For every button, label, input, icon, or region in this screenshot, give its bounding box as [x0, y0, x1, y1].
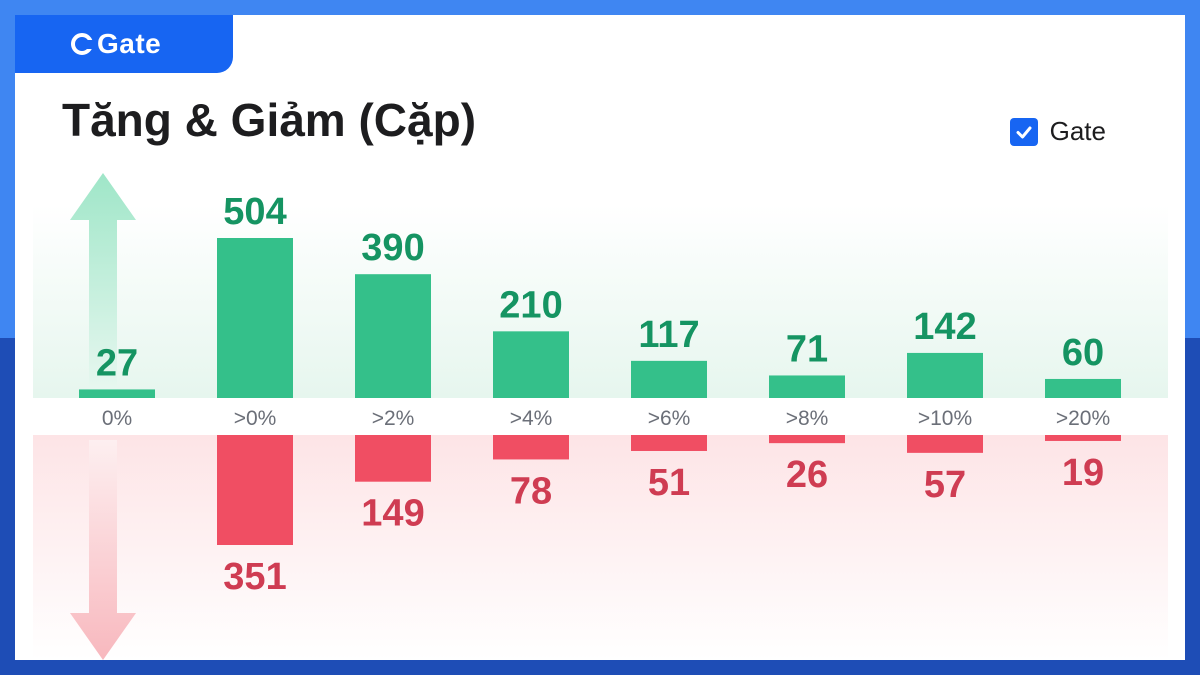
- checkbox-checked-icon[interactable]: [1009, 117, 1038, 146]
- loss-value-label: 149: [361, 493, 424, 535]
- gain-bar: [907, 352, 983, 398]
- loss-value-label: 57: [924, 464, 966, 506]
- gain-bar: [355, 274, 431, 398]
- gain-bar: [769, 375, 845, 398]
- category-tick-label: >10%: [918, 407, 972, 430]
- up-arrow-icon: [70, 173, 136, 398]
- chart-title: Tăng & Giảm (Cặp): [62, 94, 477, 146]
- gain-value-label: 142: [913, 306, 976, 348]
- gain-value-label: 390: [361, 227, 424, 269]
- category-tick-label: 0%: [102, 407, 132, 430]
- loss-value-label: 19: [1062, 452, 1104, 494]
- gain-value-label: 71: [786, 328, 828, 370]
- gain-bar: [1045, 378, 1121, 398]
- gain-value-label: 117: [638, 314, 699, 356]
- category-tick-label: >6%: [648, 407, 691, 430]
- loss-value-label: 51: [648, 462, 690, 504]
- legend-label: Gate: [1049, 116, 1106, 146]
- gain-bar: [493, 331, 569, 398]
- chart-card: Gate Tăng & Giảm (Cặp) Gate 27 0% 504 >0% 35…: [15, 15, 1185, 660]
- gain-value-label: 27: [96, 342, 138, 384]
- loss-bar: [769, 435, 845, 444]
- legend[interactable]: Gate: [1009, 116, 1106, 147]
- loss-bar: [907, 435, 983, 453]
- gain-value-label: 60: [1062, 332, 1104, 374]
- loss-value-label: 26: [786, 454, 828, 496]
- loss-bar: [217, 435, 293, 545]
- loss-value-label: 351: [223, 556, 286, 598]
- gate-logo-icon: [71, 33, 93, 55]
- category-tick-label: >2%: [372, 407, 415, 430]
- down-arrow-icon: [70, 440, 136, 660]
- gain-bar: [79, 389, 155, 398]
- bars-layer: 27 0% 504 >0% 351 390 >2% 149 210 >4% 78 117 >6% 51 71…: [79, 191, 1121, 598]
- gain-value-label: 210: [499, 284, 562, 326]
- gain-bar: [217, 238, 293, 398]
- chart-plot: 27 0% 504 >0% 351 390 >2% 149 210 >4% 78 117 >6% 51 71…: [70, 173, 1121, 660]
- category-tick-label: >8%: [786, 407, 829, 430]
- category-tick-label: >20%: [1056, 407, 1110, 430]
- gain-value-label: 504: [223, 191, 286, 233]
- logo-text: Gate: [97, 28, 162, 59]
- loss-bar: [493, 435, 569, 460]
- loss-bar: [1045, 435, 1121, 441]
- loss-bar: [355, 435, 431, 482]
- brand-logo: Gate: [15, 15, 233, 73]
- loss-bar: [631, 435, 707, 451]
- category-tick-label: >0%: [234, 407, 277, 430]
- loss-value-label: 78: [510, 470, 552, 512]
- category-tick-label: >4%: [510, 407, 553, 430]
- gain-bar: [631, 360, 707, 398]
